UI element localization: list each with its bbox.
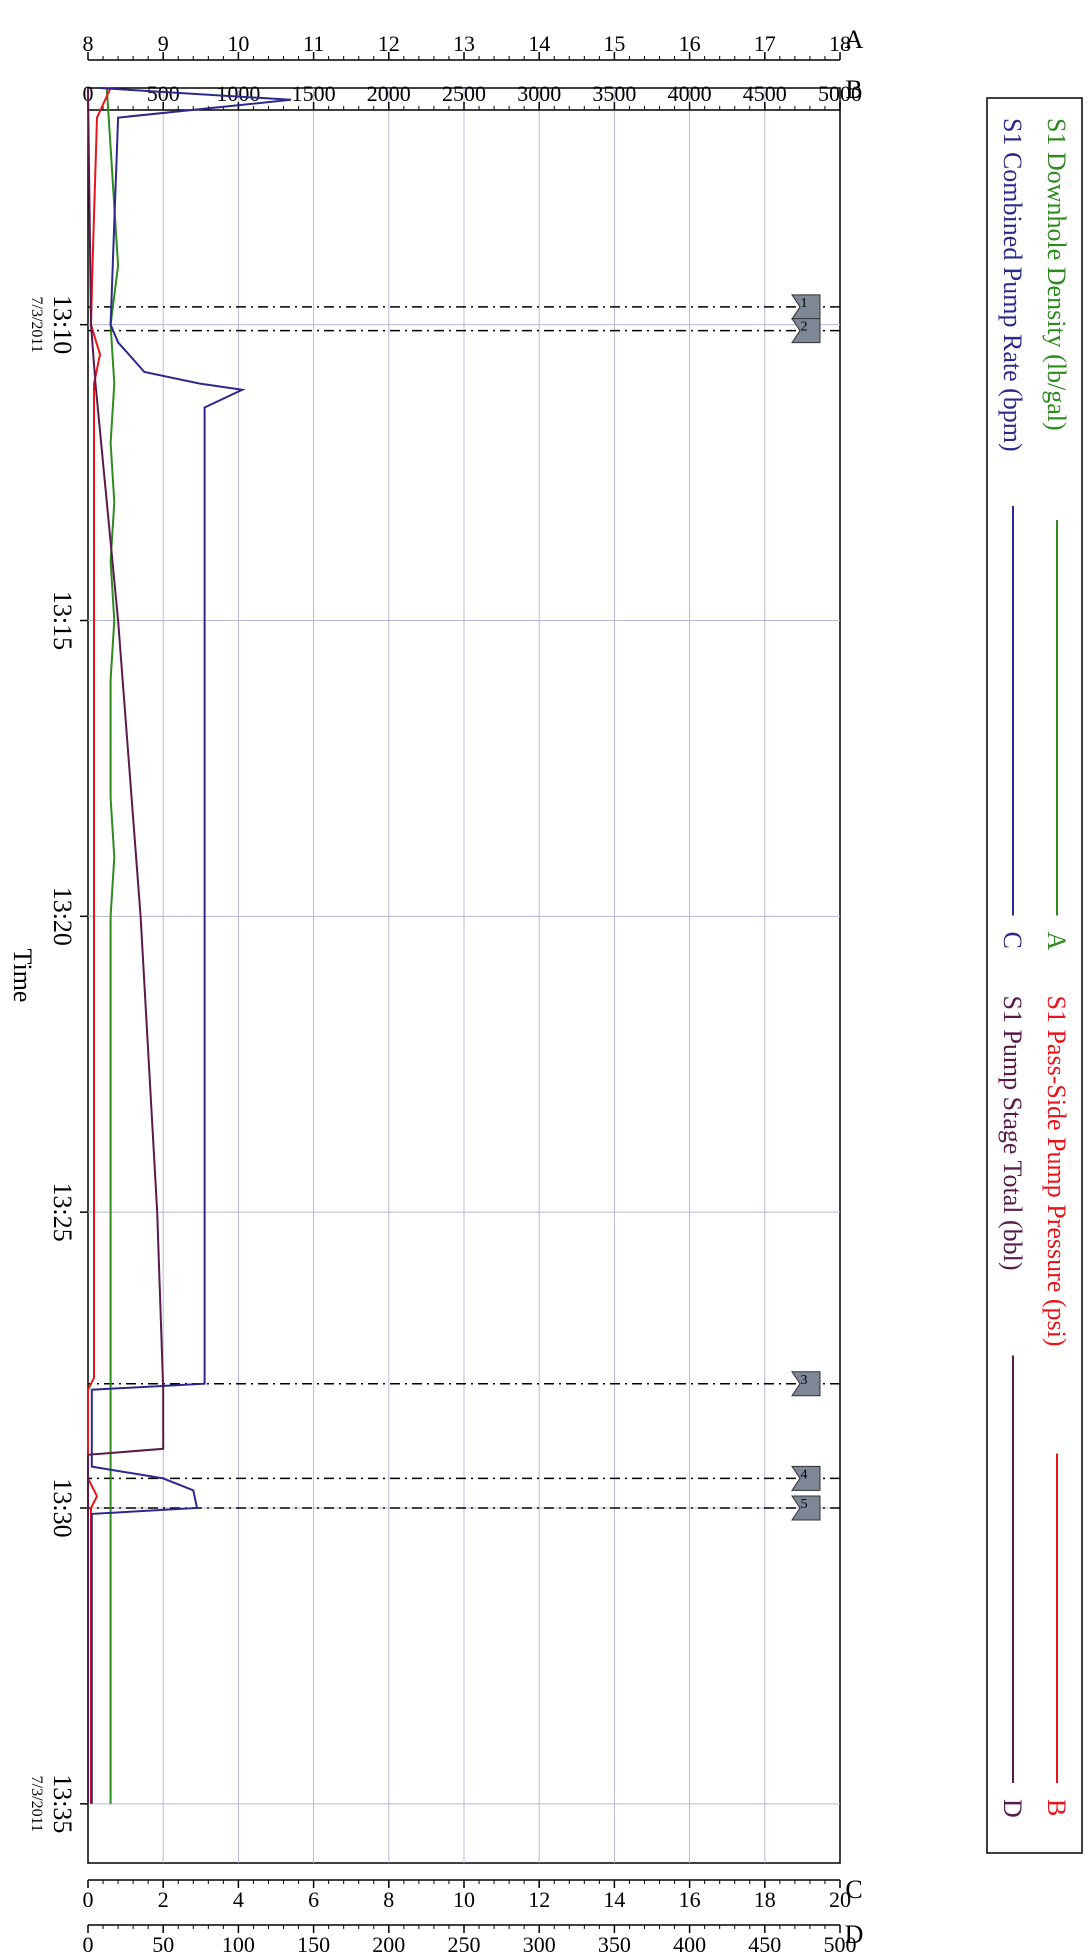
- event-flag: [791, 1495, 821, 1521]
- axis-label-C: 6: [308, 1887, 319, 1912]
- axis-label-B: 4000: [668, 81, 712, 106]
- date-label-start: 7/3/2011: [28, 297, 45, 353]
- event-markers: 1 2 3 4 5: [88, 294, 840, 1521]
- axis-label-D: 450: [748, 1932, 781, 1953]
- event-flag: [791, 294, 821, 320]
- axis-label-A: 12: [378, 31, 400, 56]
- axis-label-B: 5000: [818, 81, 862, 106]
- axis-label-B: 2000: [367, 81, 411, 106]
- axis-label-D: 350: [598, 1932, 631, 1953]
- legend-entry-label: S1 Pass-Side Pump Pressure (psi): [1042, 996, 1071, 1347]
- legend-entry-letter: C: [998, 932, 1027, 949]
- axis-label-A: 10: [227, 31, 249, 56]
- axis-label-C: 12: [528, 1887, 550, 1912]
- axis-label-B: 4500: [743, 81, 787, 106]
- axis-label-A: 9: [158, 31, 169, 56]
- event-label: 4: [801, 1467, 808, 1482]
- axis-letter-A: A: [845, 25, 864, 54]
- axis-label-D: 0: [83, 1932, 94, 1953]
- axis-label-B: 1500: [292, 81, 336, 106]
- axis-label-B: 1000: [216, 81, 260, 106]
- event-label: 3: [801, 1373, 808, 1388]
- series-line: [90, 87, 292, 1804]
- legend-entry-label: S1 Pump Stage Total (bbl): [998, 996, 1027, 1271]
- axis-label-C: 8: [383, 1887, 394, 1912]
- axis-label-C: 0: [83, 1887, 94, 1912]
- axis-label-B: 3000: [517, 81, 561, 106]
- chart-rotated-frame: S1 Downhole Density (lb/gal) A S1 Pass-Sid…: [8, 25, 1083, 1953]
- event-flag: [791, 1371, 821, 1397]
- time-tick-label: 13:10: [48, 295, 77, 354]
- axis-letter-C: C: [845, 1875, 862, 1904]
- axis-label-A: 18: [829, 31, 851, 56]
- event-label: 2: [801, 320, 808, 335]
- legend-entry-label: S1 Downhole Density (lb/gal): [1042, 118, 1071, 431]
- series-line: [105, 87, 120, 1804]
- axis-label-A: 11: [303, 31, 324, 56]
- legend-entry-letter: D: [998, 1799, 1027, 1818]
- time-tick-label: 13:35: [48, 1774, 77, 1833]
- axis-label-A: 17: [754, 31, 776, 56]
- axis-label-D: 250: [448, 1932, 481, 1953]
- right-axes-CD: 0 2 4 6 8 10 12 14 16 18 20C 0 50 100 150 200 250 300 350 4…: [83, 1875, 864, 1953]
- axis-label-C: 14: [603, 1887, 625, 1912]
- axis-letter-D: D: [845, 1920, 864, 1949]
- axis-label-D: 50: [152, 1932, 174, 1953]
- series-line: [87, 87, 165, 1804]
- legend-box: [986, 97, 1083, 1854]
- axis-label-A: 13: [453, 31, 475, 56]
- chart-legend: S1 Downhole Density (lb/gal) A S1 Pass-Sid…: [986, 97, 1083, 1854]
- axis-label-D: 200: [372, 1932, 405, 1953]
- axis-label-D: 100: [222, 1932, 255, 1953]
- legend-entry-letter: B: [1042, 1799, 1071, 1816]
- axis-label-D: 300: [523, 1932, 556, 1953]
- axis-label-A: 16: [679, 31, 701, 56]
- axis-label-C: 18: [754, 1887, 776, 1912]
- axis-label-D: 150: [297, 1932, 330, 1953]
- x-axis-title: Time: [8, 949, 37, 1003]
- grid-lines: [88, 88, 840, 1863]
- date-label-end: 7/3/2011: [28, 1776, 45, 1832]
- axis-label-D: 500: [824, 1932, 857, 1953]
- axis-label-B: 3500: [592, 81, 636, 106]
- axis-letter-B: B: [845, 75, 862, 104]
- legend-entry-letter: A: [1042, 932, 1071, 951]
- series-line: [87, 87, 112, 1804]
- axis-label-D: 400: [673, 1932, 706, 1953]
- legend-entry-label: S1 Combined Pump Rate (bpm): [998, 118, 1027, 452]
- axis-label-C: 4: [233, 1887, 244, 1912]
- axis-label-C: 10: [453, 1887, 475, 1912]
- time-tick-label: 13:30: [48, 1478, 77, 1537]
- event-flag: [791, 1465, 821, 1491]
- event-label: 1: [801, 296, 808, 311]
- axis-label-A: 8: [83, 31, 94, 56]
- time-tick-label: 13:20: [48, 887, 77, 946]
- event-flag: [791, 318, 821, 344]
- axis-label-B: 2500: [442, 81, 486, 106]
- time-axis: 13:1013:1513:2013:2513:3013:357/3/20117/…: [8, 295, 88, 1833]
- event-label: 5: [801, 1497, 808, 1512]
- axis-label-C: 16: [679, 1887, 701, 1912]
- axis-label-C: 2: [158, 1887, 169, 1912]
- time-tick-label: 13:25: [48, 1183, 77, 1242]
- axis-label-A: 15: [603, 31, 625, 56]
- axis-label-A: 14: [528, 31, 550, 56]
- axis-label-C: 20: [829, 1887, 851, 1912]
- time-tick-label: 13:15: [48, 591, 77, 650]
- series-lines: [87, 87, 292, 1804]
